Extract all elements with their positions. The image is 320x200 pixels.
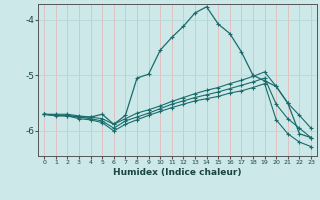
X-axis label: Humidex (Indice chaleur): Humidex (Indice chaleur) [113, 168, 242, 177]
